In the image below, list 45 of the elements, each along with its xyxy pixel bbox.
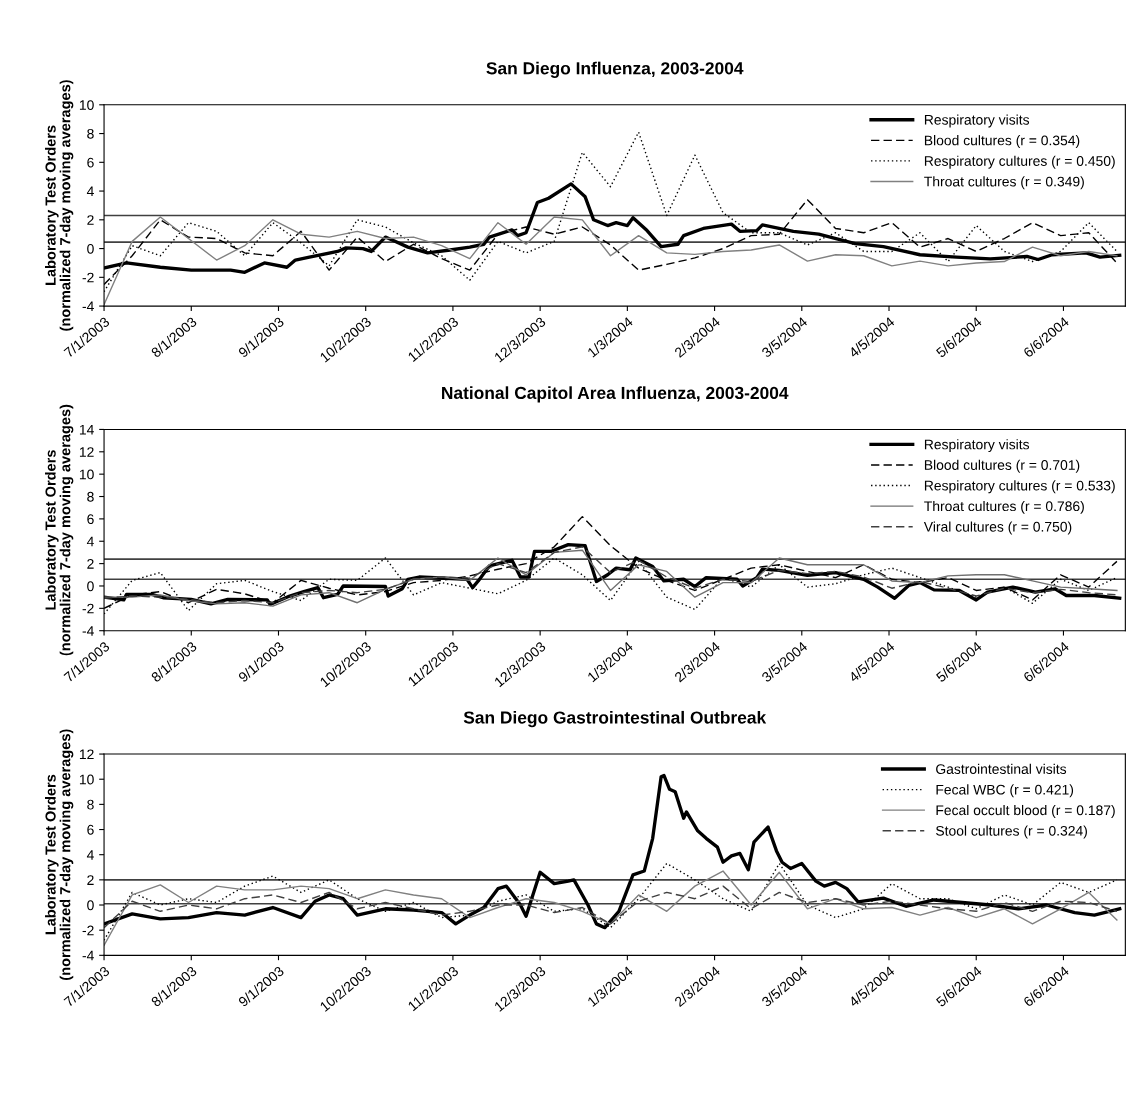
chart-title: San Diego Gastrointestinal Outbreak	[463, 710, 767, 728]
y-tick-label: 2	[87, 215, 94, 225]
legend-label: Respiratory cultures (r = 0.450)	[924, 155, 1115, 169]
line-series	[104, 870, 1118, 946]
y-tick-label: 4	[86, 850, 94, 860]
legend-label: Stool cultures (r = 0.324)	[936, 825, 1087, 839]
line-series	[104, 216, 1118, 306]
legend-label: Blood cultures (r = 0.354)	[924, 135, 1080, 149]
y-tick-label: 0	[87, 900, 94, 911]
y-tick-label: -2	[82, 925, 94, 936]
y-tick-label: -2	[82, 603, 94, 614]
chart-title: San Diego Influenza, 2003-2004	[486, 61, 744, 78]
legend-label: Respiratory visits	[924, 114, 1030, 128]
y-tick-label: 10	[79, 774, 94, 785]
legend-label: Blood cultures (r = 0.701)	[924, 459, 1080, 473]
chart-title: National Capitol Area Influenza, 2003-2004	[442, 386, 789, 403]
y-tick-label: 2	[87, 875, 94, 885]
y-tick-label: 6	[87, 824, 94, 835]
y-tick-label: 12	[79, 749, 94, 760]
y-tick-label: 6	[87, 157, 94, 168]
legend-label: Fecal WBC (r = 0.421)	[936, 784, 1074, 798]
y-tick-label: 0	[87, 581, 94, 592]
legend-label: Viral cultures (r = 0.750)	[923, 521, 1072, 535]
legend-label: Respiratory cultures (r = 0.533)	[924, 480, 1115, 494]
legend-label: Fecal occult blood (r = 0.187)	[936, 804, 1115, 818]
legend-label: Gastrointestinal visits	[936, 763, 1067, 774]
y-tick-label: 6	[87, 514, 94, 525]
y-tick-label: -4	[82, 950, 94, 961]
y-tick-label: 10	[79, 469, 94, 480]
y-tick-label: 8	[87, 799, 94, 810]
legend-label: Throat cultures (r = 0.349)	[924, 176, 1084, 190]
y-tick-label: 2	[87, 558, 94, 569]
legend-label: Throat cultures (r = 0.786)	[924, 500, 1084, 514]
y-tick-label: 12	[79, 447, 94, 457]
y-tick-label: -4	[82, 301, 94, 312]
y-tick-label: 8	[87, 128, 94, 139]
y-tick-label: 8	[87, 491, 94, 502]
y-tick-label: 14	[79, 424, 94, 435]
y-tick-label: 10	[79, 100, 94, 110]
legend-label: Respiratory visits	[924, 439, 1030, 453]
y-tick-label: 4	[86, 186, 94, 197]
y-tick-label: 0	[87, 243, 94, 254]
y-tick-label: -2	[82, 272, 94, 283]
y-tick-label: 4	[86, 536, 94, 547]
y-tick-label: -4	[82, 626, 94, 636]
